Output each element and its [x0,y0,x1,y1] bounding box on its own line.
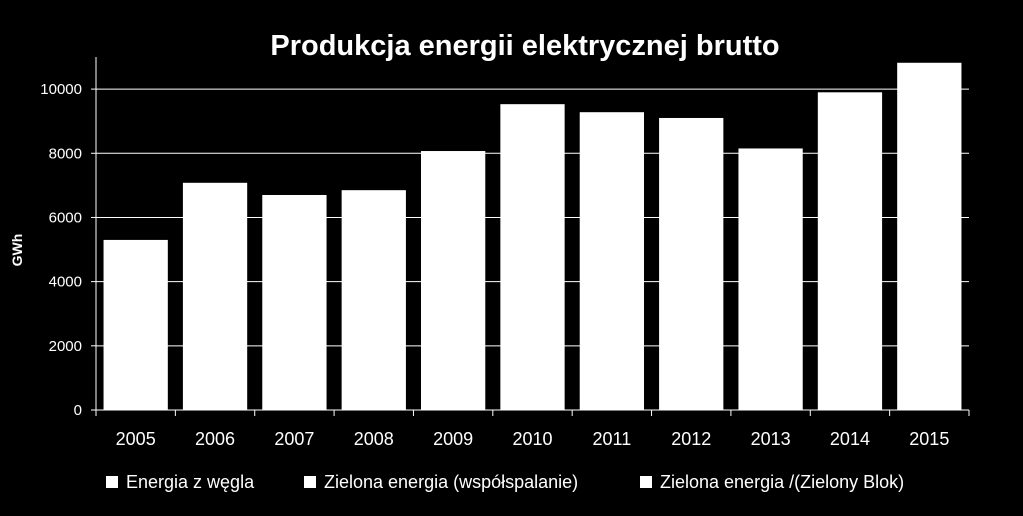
y-axis-title: GWh [9,234,25,267]
bar [341,190,406,410]
bar [420,151,486,410]
bar [103,239,168,410]
axes: 0 2000 4000 6000 8000 10000 2005 2006 2007 2008 20… [40,57,970,449]
bar [738,148,803,410]
y-tick-label: 8000 [49,145,82,162]
legend-swatch [640,476,652,488]
y-tick-label: 0 [74,402,82,419]
x-tick-label: 2015 [909,429,949,449]
legend-label: Zielona energia /(Zielony Blok) [660,472,904,492]
x-tick-label: 2005 [116,429,156,449]
bar [500,104,565,410]
y-tick-label: 4000 [49,274,82,291]
x-tick-label: 2008 [354,429,394,449]
bar [262,194,327,410]
bar [579,112,645,411]
bars [103,62,962,411]
x-tick-label: 2009 [433,429,473,449]
x-tick-label: 2011 [593,429,632,449]
x-tick-label: 2010 [512,429,552,449]
y-tick-label: 6000 [49,209,82,226]
bar [817,92,883,411]
legend-label: Energia z węgla [126,472,255,492]
x-tick-label: 2012 [671,429,711,449]
chart-title: Produkcja energii elektrycznej brutto [270,30,779,62]
x-tick-label: 2006 [195,429,235,449]
legend-label: Zielona energia (współspalanie) [324,472,578,492]
x-tick-label: 2013 [751,429,791,449]
bar [897,62,962,410]
bar [659,117,724,411]
x-tick-label: 2007 [274,429,314,449]
legend-swatch [304,476,316,488]
legend-swatch [106,476,118,488]
x-tick-label: 2014 [830,429,870,449]
legend: Energia z węgla Zielona energia (współspa… [106,472,904,492]
bar [182,182,248,410]
y-tick-label: 2000 [49,338,82,355]
y-tick-label: 10000 [40,81,82,98]
